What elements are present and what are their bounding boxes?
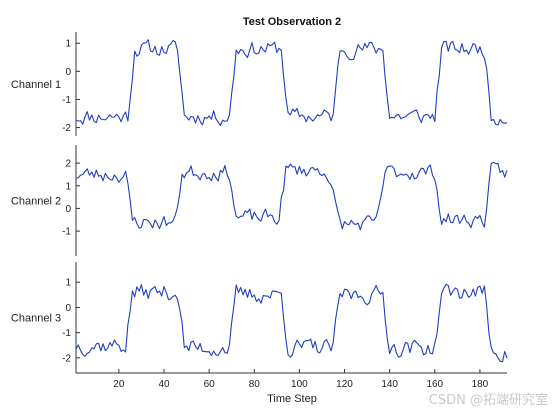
y-tick-label: 2 <box>65 159 71 170</box>
y-tick-label: 0 <box>65 303 71 314</box>
y-tick-label: -1 <box>62 227 71 238</box>
y-tick-label: 0 <box>65 67 71 78</box>
y-tick-label: 0 <box>65 204 71 215</box>
y-tick-label: -2 <box>62 123 71 134</box>
y-tick-label: 1 <box>65 181 71 192</box>
x-ticks: 20 40 60 80 100 120 140 160 180 <box>113 369 489 390</box>
series-line <box>75 39 508 126</box>
x-axis-label: Time Step <box>267 393 317 405</box>
x-tick-label: 100 <box>291 379 308 390</box>
series-line <box>75 283 508 363</box>
x-tick-label: 160 <box>426 379 443 390</box>
subplot-3: -2 -1 0 1 Channel 3 <box>11 262 508 374</box>
x-tick-label: 80 <box>249 379 261 390</box>
x-tick-label: 40 <box>158 379 170 390</box>
y-tick-label: -1 <box>62 328 71 339</box>
subplot-2: -1 0 1 2 Channel 2 <box>11 145 508 256</box>
subplot-1: -2 -1 0 1 Channel 1 <box>11 32 508 136</box>
y-axis-label: Channel 1 <box>11 79 61 91</box>
watermark: CSDN @拓端研究室 <box>429 392 548 408</box>
y-tick-label: 1 <box>65 278 71 289</box>
x-tick-label: 60 <box>204 379 216 390</box>
x-tick-label: 140 <box>381 379 398 390</box>
y-tick-label: -1 <box>62 95 71 106</box>
y-axis-label: Channel 2 <box>11 196 61 208</box>
y-tick-label: 1 <box>65 39 71 50</box>
series-line <box>75 161 508 231</box>
y-tick-label: -2 <box>62 353 71 364</box>
x-tick-label: 20 <box>113 379 125 390</box>
y-axis-label: Channel 3 <box>11 313 61 325</box>
x-tick-label: 120 <box>336 379 353 390</box>
x-tick-label: 180 <box>472 379 489 390</box>
chart-title: Test Observation 2 <box>243 16 341 28</box>
